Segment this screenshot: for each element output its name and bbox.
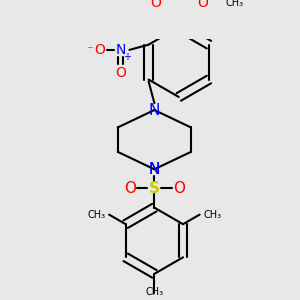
Text: O: O xyxy=(198,0,208,10)
Text: +: + xyxy=(123,52,131,62)
Text: S: S xyxy=(149,181,160,196)
Text: N: N xyxy=(149,162,160,177)
Text: CH₃: CH₃ xyxy=(145,286,164,296)
Text: CH₃: CH₃ xyxy=(203,210,221,220)
Text: O: O xyxy=(173,181,185,196)
Text: CH₃: CH₃ xyxy=(226,0,244,8)
Text: N: N xyxy=(116,43,126,57)
Text: CH₃: CH₃ xyxy=(88,210,106,220)
Text: N: N xyxy=(149,162,160,177)
Text: O: O xyxy=(115,66,126,80)
Text: O: O xyxy=(94,43,105,57)
Text: O: O xyxy=(151,0,161,10)
Text: ⁻: ⁻ xyxy=(86,44,93,57)
Text: N: N xyxy=(149,103,160,118)
Text: O: O xyxy=(124,181,136,196)
